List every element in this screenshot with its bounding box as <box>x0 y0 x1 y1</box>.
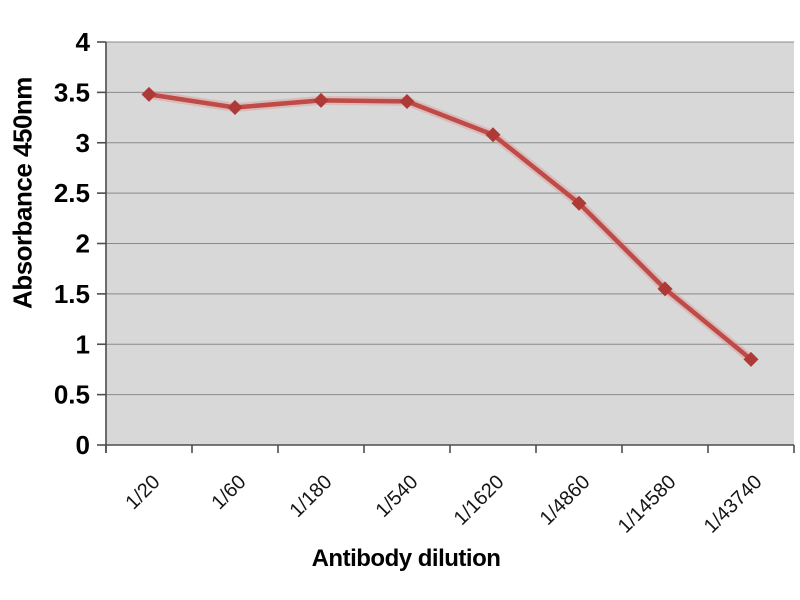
data-point-marker <box>399 93 415 109</box>
y-tick-label: 2 <box>76 229 90 259</box>
x-tick-label: 1/4860 <box>536 471 595 530</box>
gridlines <box>106 41 794 396</box>
y-tick-label: 1.5 <box>54 279 90 309</box>
y-tick-label: 1 <box>76 329 90 359</box>
data-point-marker <box>743 351 759 367</box>
data-point-marker <box>141 86 157 102</box>
series-absorbance <box>141 86 759 367</box>
x-axis-ticks: 1/20 1/60 1/180 1/540 1/1620 1/4860 1/14580 1/4… <box>105 445 795 538</box>
x-tick-label: 1/20 <box>121 471 164 514</box>
y-tick-label: 0.5 <box>54 380 90 410</box>
y-tick-label: 3 <box>76 128 90 158</box>
y-axis-title: Absorbance 450nm <box>7 77 38 309</box>
data-point-marker <box>571 195 587 211</box>
data-point-marker <box>313 92 329 108</box>
series-line <box>146 92 754 362</box>
y-tick-label: 4 <box>76 27 91 57</box>
x-tick-label: 1/60 <box>207 471 250 514</box>
x-tick-label: 1/1620 <box>450 471 509 530</box>
y-tick-label: 0 <box>76 430 90 460</box>
data-point-marker <box>227 99 243 115</box>
x-tick-label: 1/14580 <box>614 471 681 538</box>
x-tick-label: 1/540 <box>372 471 423 522</box>
x-tick-label: 1/43740 <box>700 471 767 538</box>
data-point-marker <box>657 281 673 297</box>
y-axis-ticks: 0 0.5 1 1.5 2 2.5 3 3.5 4 <box>54 27 106 460</box>
x-tick-label: 1/180 <box>286 471 337 522</box>
data-point-marker <box>485 127 501 143</box>
y-tick-label: 2.5 <box>54 178 90 208</box>
y-tick-label: 3.5 <box>54 77 90 107</box>
x-axis-title: Antibody dilution <box>311 545 501 572</box>
